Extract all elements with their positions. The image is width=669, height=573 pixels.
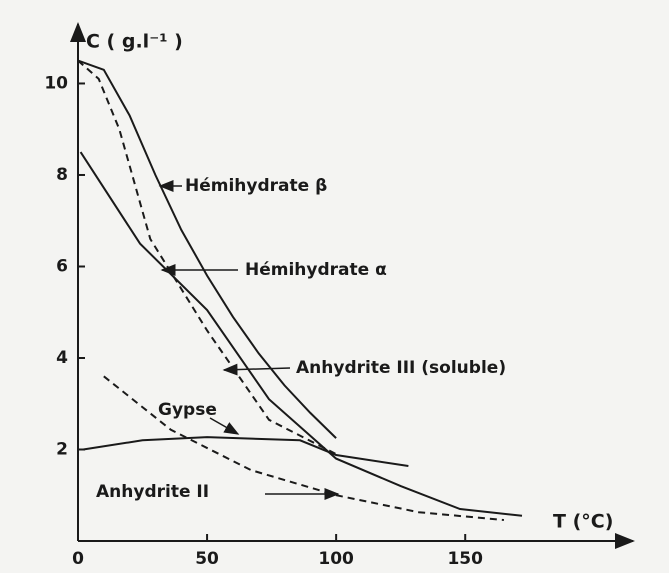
curve-label: Gypse: [158, 400, 217, 420]
curve-label: Hémihydrate β: [185, 176, 327, 196]
y-axis-label: C ( g.l⁻¹ ): [86, 31, 183, 53]
curve: [79, 151, 523, 517]
x-tick-label: 0: [72, 549, 84, 569]
curve-label: Anhydrite II: [96, 482, 209, 502]
curve: [77, 59, 337, 439]
label-arrow: [222, 363, 291, 376]
x-tick-label: 50: [195, 549, 219, 569]
x-tick-label: 100: [318, 549, 354, 569]
y-tick-label: 2: [56, 439, 68, 459]
curve: [103, 375, 504, 521]
y-tick-label: 6: [56, 256, 68, 276]
y-tick-label: 4: [56, 348, 68, 368]
curve: [77, 59, 337, 455]
curve: [83, 436, 409, 467]
x-tick-label: 150: [447, 549, 483, 569]
y-tick-label: 8: [56, 165, 68, 185]
curve-label: Hémihydrate α: [245, 260, 387, 280]
y-tick-label: 10: [44, 73, 68, 93]
x-axis-label: T (°C): [553, 511, 613, 533]
curve-label: Anhydrite III (soluble): [296, 358, 506, 378]
label-arrow: [209, 417, 240, 435]
